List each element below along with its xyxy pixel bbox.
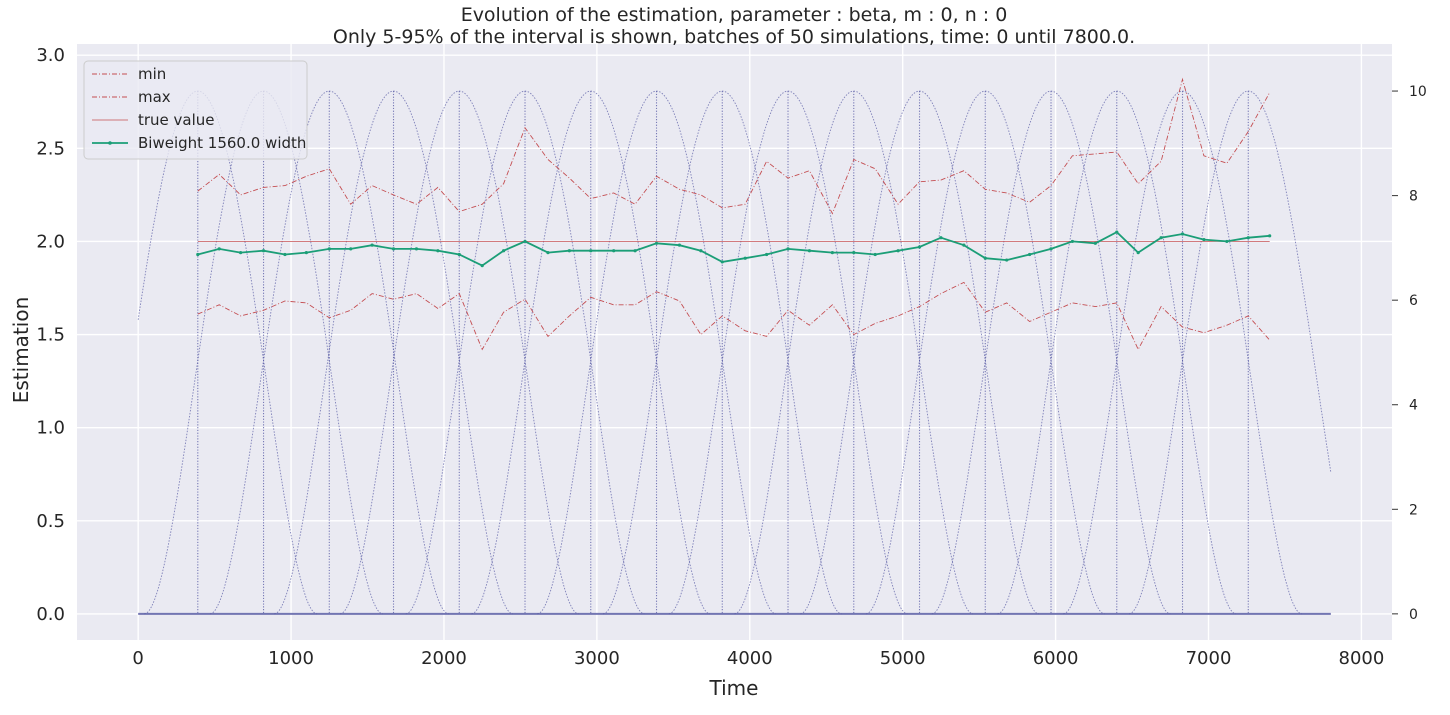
x-tick-label: 4000	[727, 648, 773, 669]
y2-tick-label: 10	[1409, 84, 1427, 100]
y-tick-label: 1.5	[36, 325, 65, 346]
series-layer	[196, 77, 1272, 351]
series-point	[391, 247, 396, 251]
series-point	[1070, 239, 1075, 244]
series-point	[1246, 236, 1250, 240]
series-point	[1028, 252, 1032, 257]
y2-tick-label: 8	[1409, 189, 1418, 205]
series-point	[283, 252, 287, 257]
series-point	[414, 247, 419, 251]
x-tick-label: 6000	[1033, 648, 1079, 669]
series-point	[1115, 230, 1119, 234]
x-tick-label: 2000	[421, 648, 467, 669]
series-point	[743, 256, 747, 260]
series-point	[349, 247, 353, 251]
series-point	[1049, 247, 1053, 251]
series-point	[1225, 239, 1229, 244]
series-point	[1202, 237, 1206, 242]
chart-subtitle: Only 5-95% of the interval is shown, bat…	[333, 26, 1135, 48]
series-point	[480, 264, 484, 268]
legend-label: min	[138, 65, 166, 83]
series-point	[830, 251, 834, 255]
series-point	[962, 243, 966, 247]
series-point	[217, 247, 221, 251]
series-point	[807, 249, 812, 253]
series-point	[523, 239, 527, 244]
x-axis-label: Time	[709, 676, 759, 700]
series-point	[896, 249, 900, 253]
series-point	[261, 249, 266, 253]
legend-label: true value	[138, 111, 215, 129]
legend-label: Biweight 1560.0 width	[138, 134, 306, 152]
series-point	[1268, 234, 1272, 238]
x-tick-label: 3000	[574, 648, 620, 669]
y-tick-label: 1.0	[36, 418, 65, 439]
tick-layer: 0 1000 2000 3000 4000 5000 6000 7000 8000 0.0 0.5 1…	[36, 45, 1426, 669]
series-point	[612, 249, 616, 253]
kernel-curve	[1128, 90, 1332, 615]
series-point	[327, 247, 331, 251]
series-point	[1159, 236, 1163, 240]
series-point	[589, 249, 593, 253]
series-point	[502, 249, 506, 253]
series-point	[633, 249, 637, 253]
legend-label: max	[138, 88, 171, 106]
series-point	[939, 236, 943, 240]
series-point	[699, 249, 703, 253]
series-point	[239, 251, 243, 255]
x-tick-label: 8000	[1339, 648, 1385, 669]
legend-marker	[108, 141, 112, 145]
series-point	[436, 249, 440, 253]
series-point	[654, 241, 659, 245]
series-point	[765, 252, 769, 257]
y2-tick-label: 0	[1409, 607, 1418, 623]
legend: min max true value Biweight 1560.0 width	[83, 60, 308, 160]
series-point	[304, 251, 308, 255]
series-point	[983, 256, 987, 260]
series-point	[370, 243, 374, 247]
y-tick-label: 2.0	[36, 231, 65, 252]
y2-tick-label: 2	[1409, 502, 1418, 518]
series-point	[196, 252, 200, 257]
y-axis-label: Estimation	[9, 297, 33, 404]
x-tick-label: 0	[132, 648, 143, 669]
kernel-layer	[137, 90, 1332, 615]
legend-frame	[83, 60, 308, 160]
y-tick-label: 3.0	[36, 45, 65, 66]
series-point	[546, 251, 550, 255]
y-tick-label: 2.5	[36, 138, 65, 159]
series-line-biweight-1560-0-width	[197, 231, 1270, 267]
series-point	[567, 249, 571, 253]
series-point	[873, 252, 877, 257]
y-tick-label: 0.5	[36, 511, 65, 532]
series-point	[786, 247, 790, 251]
x-tick-label: 7000	[1186, 648, 1232, 669]
series-line-max	[197, 77, 1271, 215]
series-point	[1005, 258, 1009, 262]
series-point	[1093, 241, 1097, 245]
series-point	[457, 252, 461, 257]
series-point	[720, 260, 724, 264]
series-point	[852, 251, 856, 255]
series-point	[677, 243, 682, 247]
chart-title: Evolution of the estimation, parameter :…	[461, 4, 1008, 26]
legend-items: min max true value Biweight 1560.0 width	[92, 65, 306, 152]
x-tick-label: 5000	[880, 648, 926, 669]
y2-tick-label: 4	[1409, 398, 1418, 414]
series-point	[917, 245, 922, 249]
series-point	[1136, 251, 1140, 255]
series-point	[1180, 232, 1185, 236]
y-tick-label: 0.0	[36, 604, 65, 625]
y2-tick-label: 6	[1409, 293, 1418, 309]
x-tick-label: 1000	[268, 648, 314, 669]
